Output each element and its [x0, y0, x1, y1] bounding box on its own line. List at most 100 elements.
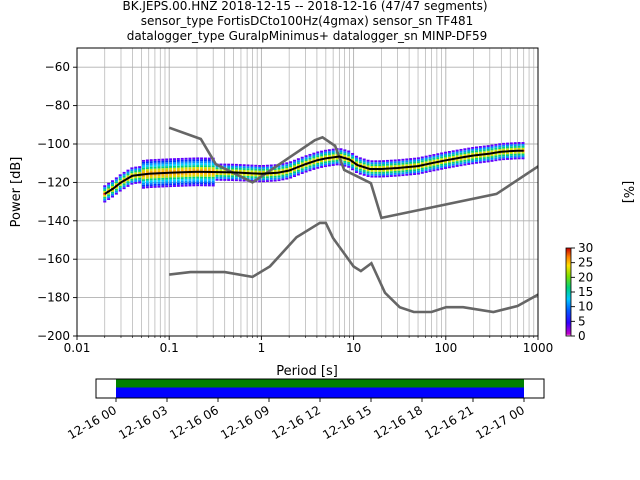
psd-cell [161, 181, 165, 184]
psd-cell [188, 163, 192, 166]
psd-cell [126, 173, 130, 176]
psd-cell [227, 167, 231, 170]
psd-cell [227, 165, 231, 168]
psd-cell [393, 170, 397, 173]
psd-cell [304, 157, 308, 160]
psd-cell [211, 165, 215, 168]
psd-cell [269, 166, 273, 169]
colorbar-tick-label: 20 [578, 270, 593, 284]
psd-cell [188, 184, 192, 187]
psd-cell [165, 179, 169, 182]
psd-cell [114, 179, 118, 182]
psd-cell [165, 185, 169, 188]
psd-cell [169, 177, 173, 180]
psd-cell [370, 166, 374, 168]
psd-cell [405, 158, 409, 161]
psd-cell [200, 178, 204, 181]
psd-cell [145, 178, 149, 181]
psd-cell [265, 164, 269, 167]
psd-cell [405, 171, 409, 174]
psd-cell [378, 175, 382, 178]
psd-cell [207, 176, 211, 179]
psd-cell [413, 163, 417, 166]
psd-cell [389, 161, 393, 164]
psd-cell [203, 169, 207, 171]
psd-cell [192, 174, 196, 177]
psd-cell [207, 165, 211, 168]
coverage-tick-label: 12-16 15 [320, 403, 374, 442]
psd-cell [161, 185, 165, 188]
psd-cell [141, 165, 145, 168]
psd-cell [110, 184, 114, 186]
psd-cell [200, 167, 204, 169]
psd-cell [323, 151, 327, 154]
psd-cell [389, 173, 393, 176]
psd-cell [385, 175, 389, 178]
psd-cell [126, 184, 130, 187]
psd-cell [122, 173, 126, 176]
psd-cell [385, 173, 389, 176]
psd-cell [308, 167, 312, 170]
psd-cell [196, 174, 200, 177]
psd-cell [505, 144, 509, 147]
psd-cell [145, 165, 149, 168]
psd-cell [293, 169, 297, 172]
psd-cell [451, 165, 455, 168]
psd-cell [432, 155, 436, 158]
psd-cell [223, 175, 227, 178]
psd-cell [192, 184, 196, 187]
psd-cell [475, 158, 479, 160]
colorbar-tick-label: 0 [578, 329, 586, 343]
psd-cell [196, 176, 200, 179]
psd-cell [347, 163, 351, 166]
psd-cell [200, 180, 204, 183]
psd-cell [122, 175, 126, 178]
psd-cell [211, 180, 215, 183]
psd-cell [385, 171, 389, 174]
psd-cell [130, 171, 134, 174]
psd-cell [424, 165, 428, 168]
psd-cell [436, 166, 440, 169]
colorbar-tick-label: 30 [578, 241, 593, 255]
psd-cell [447, 152, 451, 155]
psd-cell [215, 173, 219, 175]
psd-cell [200, 184, 204, 187]
psd-cell [455, 155, 459, 158]
psd-cell [231, 165, 235, 168]
psd-cell [401, 160, 405, 163]
psd-cell [447, 164, 451, 167]
psd-cell [200, 182, 204, 185]
psd-cell [494, 145, 498, 148]
psd-cell [238, 173, 242, 176]
x-tick-label: 0.1 [160, 341, 179, 355]
psd-cell [502, 152, 506, 155]
psd-cell [323, 159, 327, 162]
psd-cell [316, 162, 320, 165]
psd-cell [242, 168, 246, 170]
psd-cell [269, 179, 273, 182]
psd-cell [475, 152, 479, 155]
psd-cell [141, 171, 145, 174]
psd-cell [250, 174, 254, 177]
psd-cell [409, 167, 413, 170]
psd-cell [207, 163, 211, 166]
noise-model-curves [168, 126, 538, 314]
psd-cell [130, 178, 134, 181]
psd-cell [231, 169, 235, 172]
psd-cell [482, 160, 486, 163]
psd-cell [486, 156, 490, 159]
psd-cell [502, 148, 506, 151]
psd-cell [172, 162, 176, 164]
psd-cell [347, 154, 351, 157]
psd-cell [354, 157, 358, 160]
psd-cell [126, 169, 130, 172]
psd-cell [405, 164, 409, 167]
psd-cell [416, 157, 420, 160]
y-tick-label: −120 [37, 175, 70, 189]
psd-cell [397, 174, 401, 177]
psd-cell [103, 191, 107, 193]
psd-cell [141, 184, 145, 187]
psd-cell [358, 157, 362, 160]
psd-cell [366, 159, 370, 162]
psd-cell [169, 179, 173, 182]
